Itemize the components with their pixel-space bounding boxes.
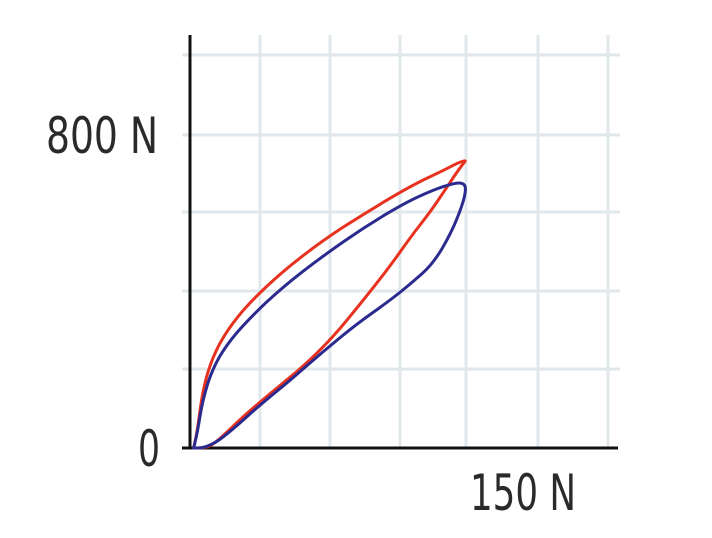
grid-lines	[182, 35, 620, 448]
x-tick-label-150: 150 N	[470, 464, 576, 522]
series-line-1	[192, 159, 467, 450]
series-line-2	[192, 181, 467, 450]
axes	[182, 35, 618, 450]
y-tick-label-0: 0	[138, 420, 160, 478]
y-tick-label-800: 800 N	[46, 107, 158, 165]
series-group	[192, 159, 467, 450]
tick-labels: 800 N 0 150 N	[46, 107, 576, 522]
